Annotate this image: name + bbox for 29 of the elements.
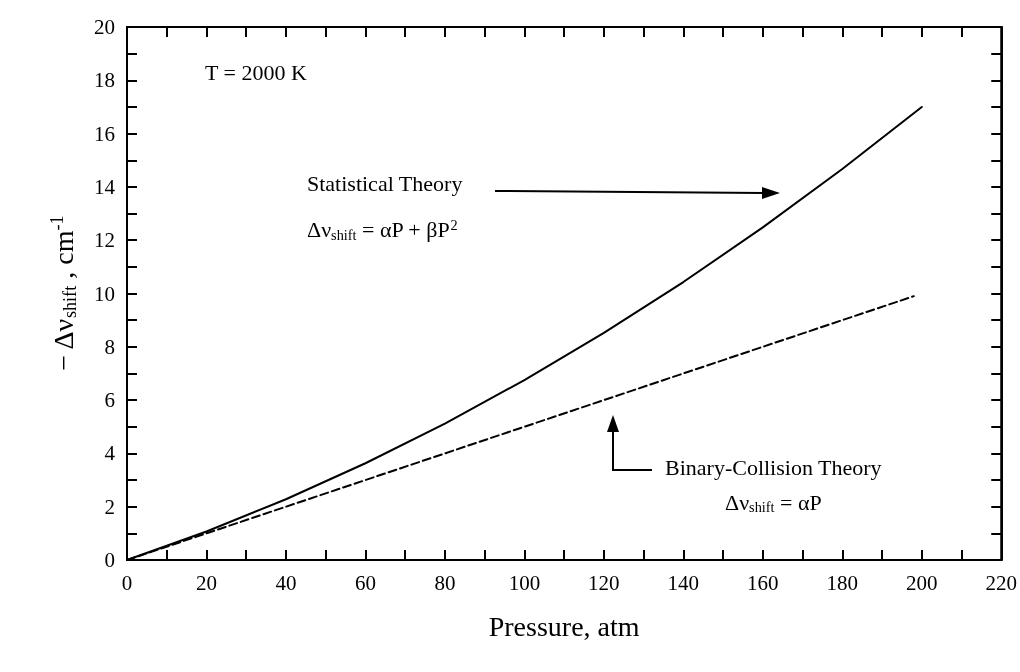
x-axis-title: Pressure, atm [488,610,640,642]
y-tick-label: 12 [94,228,115,253]
y-axis-title: − Δνshift , cm-1 [47,215,80,371]
y-tick-label: 4 [104,441,116,466]
y-tick-label: 6 [104,388,115,413]
x-tick-label: 20 [195,570,217,595]
annotation: Binary-Collision Theory [665,454,882,480]
x-tick-label: 200 [906,570,938,595]
x-tick-label: 140 [667,570,700,595]
x-tick-label: 220 [985,570,1017,595]
annotation: T = 2000 K [205,59,307,85]
annotation: Statistical Theory [307,170,463,196]
x-tick-label: 180 [826,570,859,595]
y-tick-label: 8 [104,334,115,359]
x-tick-label: 40 [275,570,297,595]
x-tick-label: 0 [121,570,133,595]
y-tick-label: 10 [94,281,115,306]
x-tick-label: 80 [434,570,456,595]
y-tick-label: 20 [94,15,115,39]
x-tick-label: 120 [588,570,620,595]
y-tick-label: 16 [94,121,115,146]
x-tick-label: 100 [508,570,541,595]
x-tick-label: 60 [354,570,376,595]
y-tick-label: 18 [94,68,115,93]
y-tick-label: 0 [104,548,115,572]
y-tick-label: 14 [94,174,116,199]
annotation: Δνshift = αP [725,489,822,515]
y-tick-label: 2 [104,494,115,519]
x-tick-label: 160 [747,570,779,595]
